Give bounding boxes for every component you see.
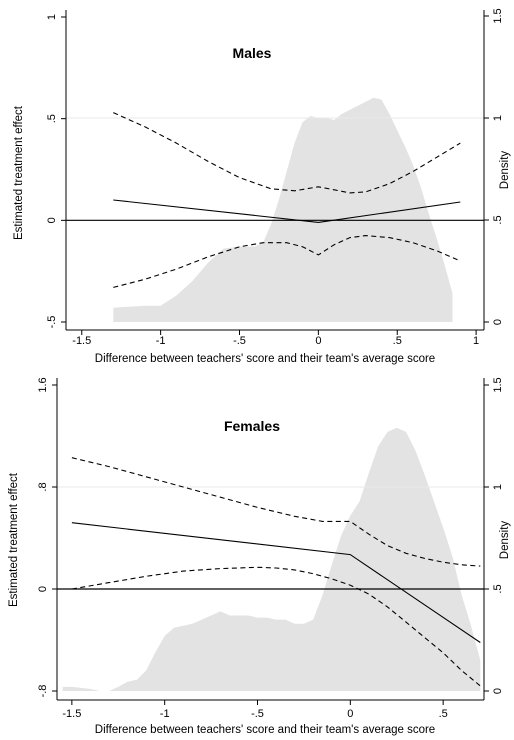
- x-tick-label: -1: [160, 708, 170, 720]
- y2-tick-label: 1: [492, 115, 504, 121]
- estimate-line: [113, 199, 461, 223]
- x-tick-label: -1: [156, 335, 166, 347]
- upper-ci-line: [71, 457, 481, 567]
- x-tick-label: .5: [439, 708, 448, 720]
- y2-tick-label: .5: [492, 584, 504, 593]
- y2-axis-label: Density: [499, 151, 511, 190]
- lower-ci-line: [71, 566, 481, 687]
- x-tick-label: 1: [473, 335, 479, 347]
- y-tick-label: 1: [46, 14, 58, 20]
- panel-title: Males: [233, 45, 272, 61]
- panel-title: Females: [224, 418, 280, 434]
- density-area: [113, 97, 453, 322]
- x-tick-label: -1.5: [62, 708, 81, 720]
- y-tick-label: .8: [37, 482, 49, 491]
- y-tick-label: -.5: [46, 316, 58, 329]
- y-tick-label: 1.6: [37, 377, 49, 392]
- y-axis-label: Estimated treatment effect: [8, 472, 20, 607]
- estimate-line: [71, 522, 481, 643]
- y2-axis-label: Density: [499, 521, 511, 560]
- y2-tick-label: 0: [492, 319, 504, 325]
- density-area: [62, 427, 481, 691]
- y-tick-label: .5: [46, 114, 58, 123]
- y-tick-label: -.8: [37, 685, 49, 698]
- x-axis-label: Difference between teachers' score and t…: [95, 724, 435, 736]
- panel-1: -1.5 -1 -.5 0 .5 1 -.5 0 .5 1 0 .5 1 1.5 Males Differen…: [13, 8, 511, 365]
- x-tick-label: 0: [347, 708, 353, 720]
- y-tick-label: 0: [37, 586, 49, 592]
- y-axis-label: Estimated treatment effect: [13, 105, 25, 240]
- y2-tick-label: 0: [492, 688, 504, 694]
- y-tick-label: 0: [46, 217, 58, 223]
- y2-tick-label: 1.5: [492, 8, 504, 23]
- y2-tick-label: 1: [492, 484, 504, 490]
- x-tick-label: -.5: [233, 335, 246, 347]
- x-tick-label: -1.5: [72, 335, 91, 347]
- x-axis-label: Difference between teachers' score and t…: [95, 353, 435, 365]
- x-tick-label: .5: [393, 335, 402, 347]
- x-tick-label: 0: [315, 335, 321, 347]
- y2-tick-label: 1.5: [492, 377, 504, 392]
- lower-ci-line: [113, 235, 461, 288]
- upper-ci-line: [113, 112, 461, 194]
- panel-2: -1.5 -1 -.5 0 .5 -.8 0 .8 1.6 0 .5 1 1.5 Females Diffe…: [8, 377, 511, 736]
- y2-tick-label: .5: [492, 215, 504, 224]
- x-tick-label: -.5: [251, 708, 264, 720]
